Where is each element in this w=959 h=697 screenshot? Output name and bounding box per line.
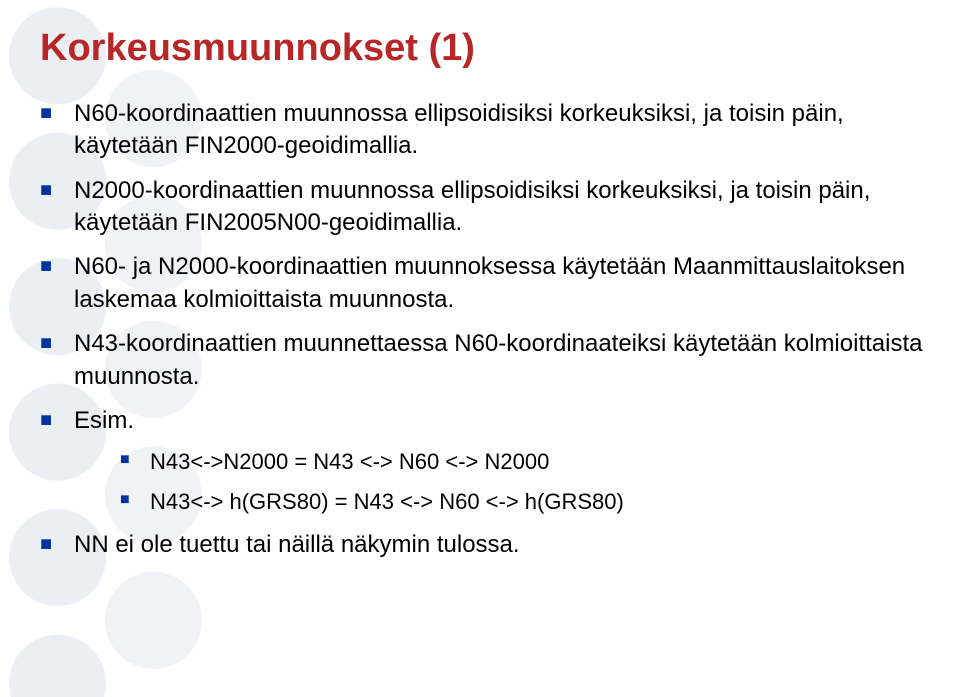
sub-bullet-item: N43<-> h(GRS80) = N43 <-> N60 <-> h(GRS8…: [120, 487, 923, 517]
bullet-item: N43-koordinaattien muunnettaessa N60-koo…: [40, 328, 923, 393]
bullet-item: N60- ja N2000-koordinaattien muunnoksess…: [40, 251, 923, 316]
sub-bullet-list: N43<->N2000 = N43 <-> N60 <-> N2000 N43<…: [74, 447, 923, 516]
bullet-item: N60-koordinaattien muunnossa ellipsoidis…: [40, 98, 923, 163]
slide-container: Korkeusmuunnokset (1) N60-koordinaattien…: [0, 0, 959, 697]
bullet-item: Esim. N43<->N2000 = N43 <-> N60 <-> N200…: [40, 405, 923, 517]
bullet-item: NN ei ole tuettu tai näillä näkymin tulo…: [40, 529, 923, 561]
bullet-list: N60-koordinaattien muunnossa ellipsoidis…: [40, 98, 923, 561]
bullet-item: N2000-koordinaattien muunnossa ellipsoid…: [40, 175, 923, 240]
slide-title: Korkeusmuunnokset (1): [40, 28, 923, 70]
bullet-item-label: Esim.: [74, 407, 134, 434]
sub-bullet-item: N43<->N2000 = N43 <-> N60 <-> N2000: [120, 447, 923, 477]
